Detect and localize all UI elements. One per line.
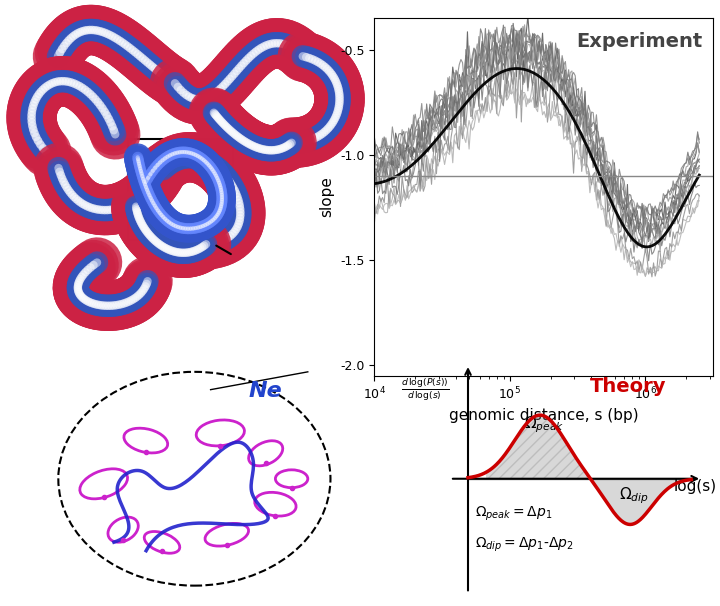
Text: $\Omega_{dip}$: $\Omega_{dip}$ (618, 485, 649, 506)
Text: Ne: Ne (249, 381, 282, 401)
Text: $\Omega_{dip}=\Delta p_1$-$\Delta p_2$: $\Omega_{dip}=\Delta p_1$-$\Delta p_2$ (475, 536, 574, 554)
Text: Theory: Theory (590, 377, 666, 396)
Text: $\frac{d\,\log(P(s))}{d\,\log(s)}$: $\frac{d\,\log(P(s))}{d\,\log(s)}$ (400, 377, 449, 403)
Text: Experiment: Experiment (577, 33, 703, 52)
Text: log(s): log(s) (673, 479, 716, 494)
Text: $\Omega_{peak}$: $\Omega_{peak}$ (523, 414, 564, 435)
X-axis label: genomic distance, s (bp): genomic distance, s (bp) (449, 408, 639, 422)
Y-axis label: slope: slope (320, 176, 335, 218)
Text: $\Omega_{peak}=\Delta p_1$: $\Omega_{peak}=\Delta p_1$ (475, 505, 553, 524)
